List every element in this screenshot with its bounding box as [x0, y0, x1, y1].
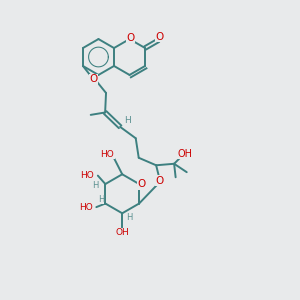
Text: O: O [155, 32, 164, 42]
Text: O: O [89, 74, 98, 84]
Text: OH: OH [116, 228, 129, 237]
Text: H: H [126, 213, 132, 222]
Text: HO: HO [80, 202, 93, 211]
Text: O: O [156, 176, 164, 186]
Text: OH: OH [177, 149, 192, 159]
Text: O: O [137, 179, 146, 189]
Text: HO: HO [100, 150, 114, 159]
Text: H: H [124, 116, 131, 125]
Text: H: H [93, 181, 99, 190]
Text: H: H [98, 194, 104, 203]
Text: O: O [127, 33, 135, 43]
Text: HO: HO [80, 171, 94, 180]
